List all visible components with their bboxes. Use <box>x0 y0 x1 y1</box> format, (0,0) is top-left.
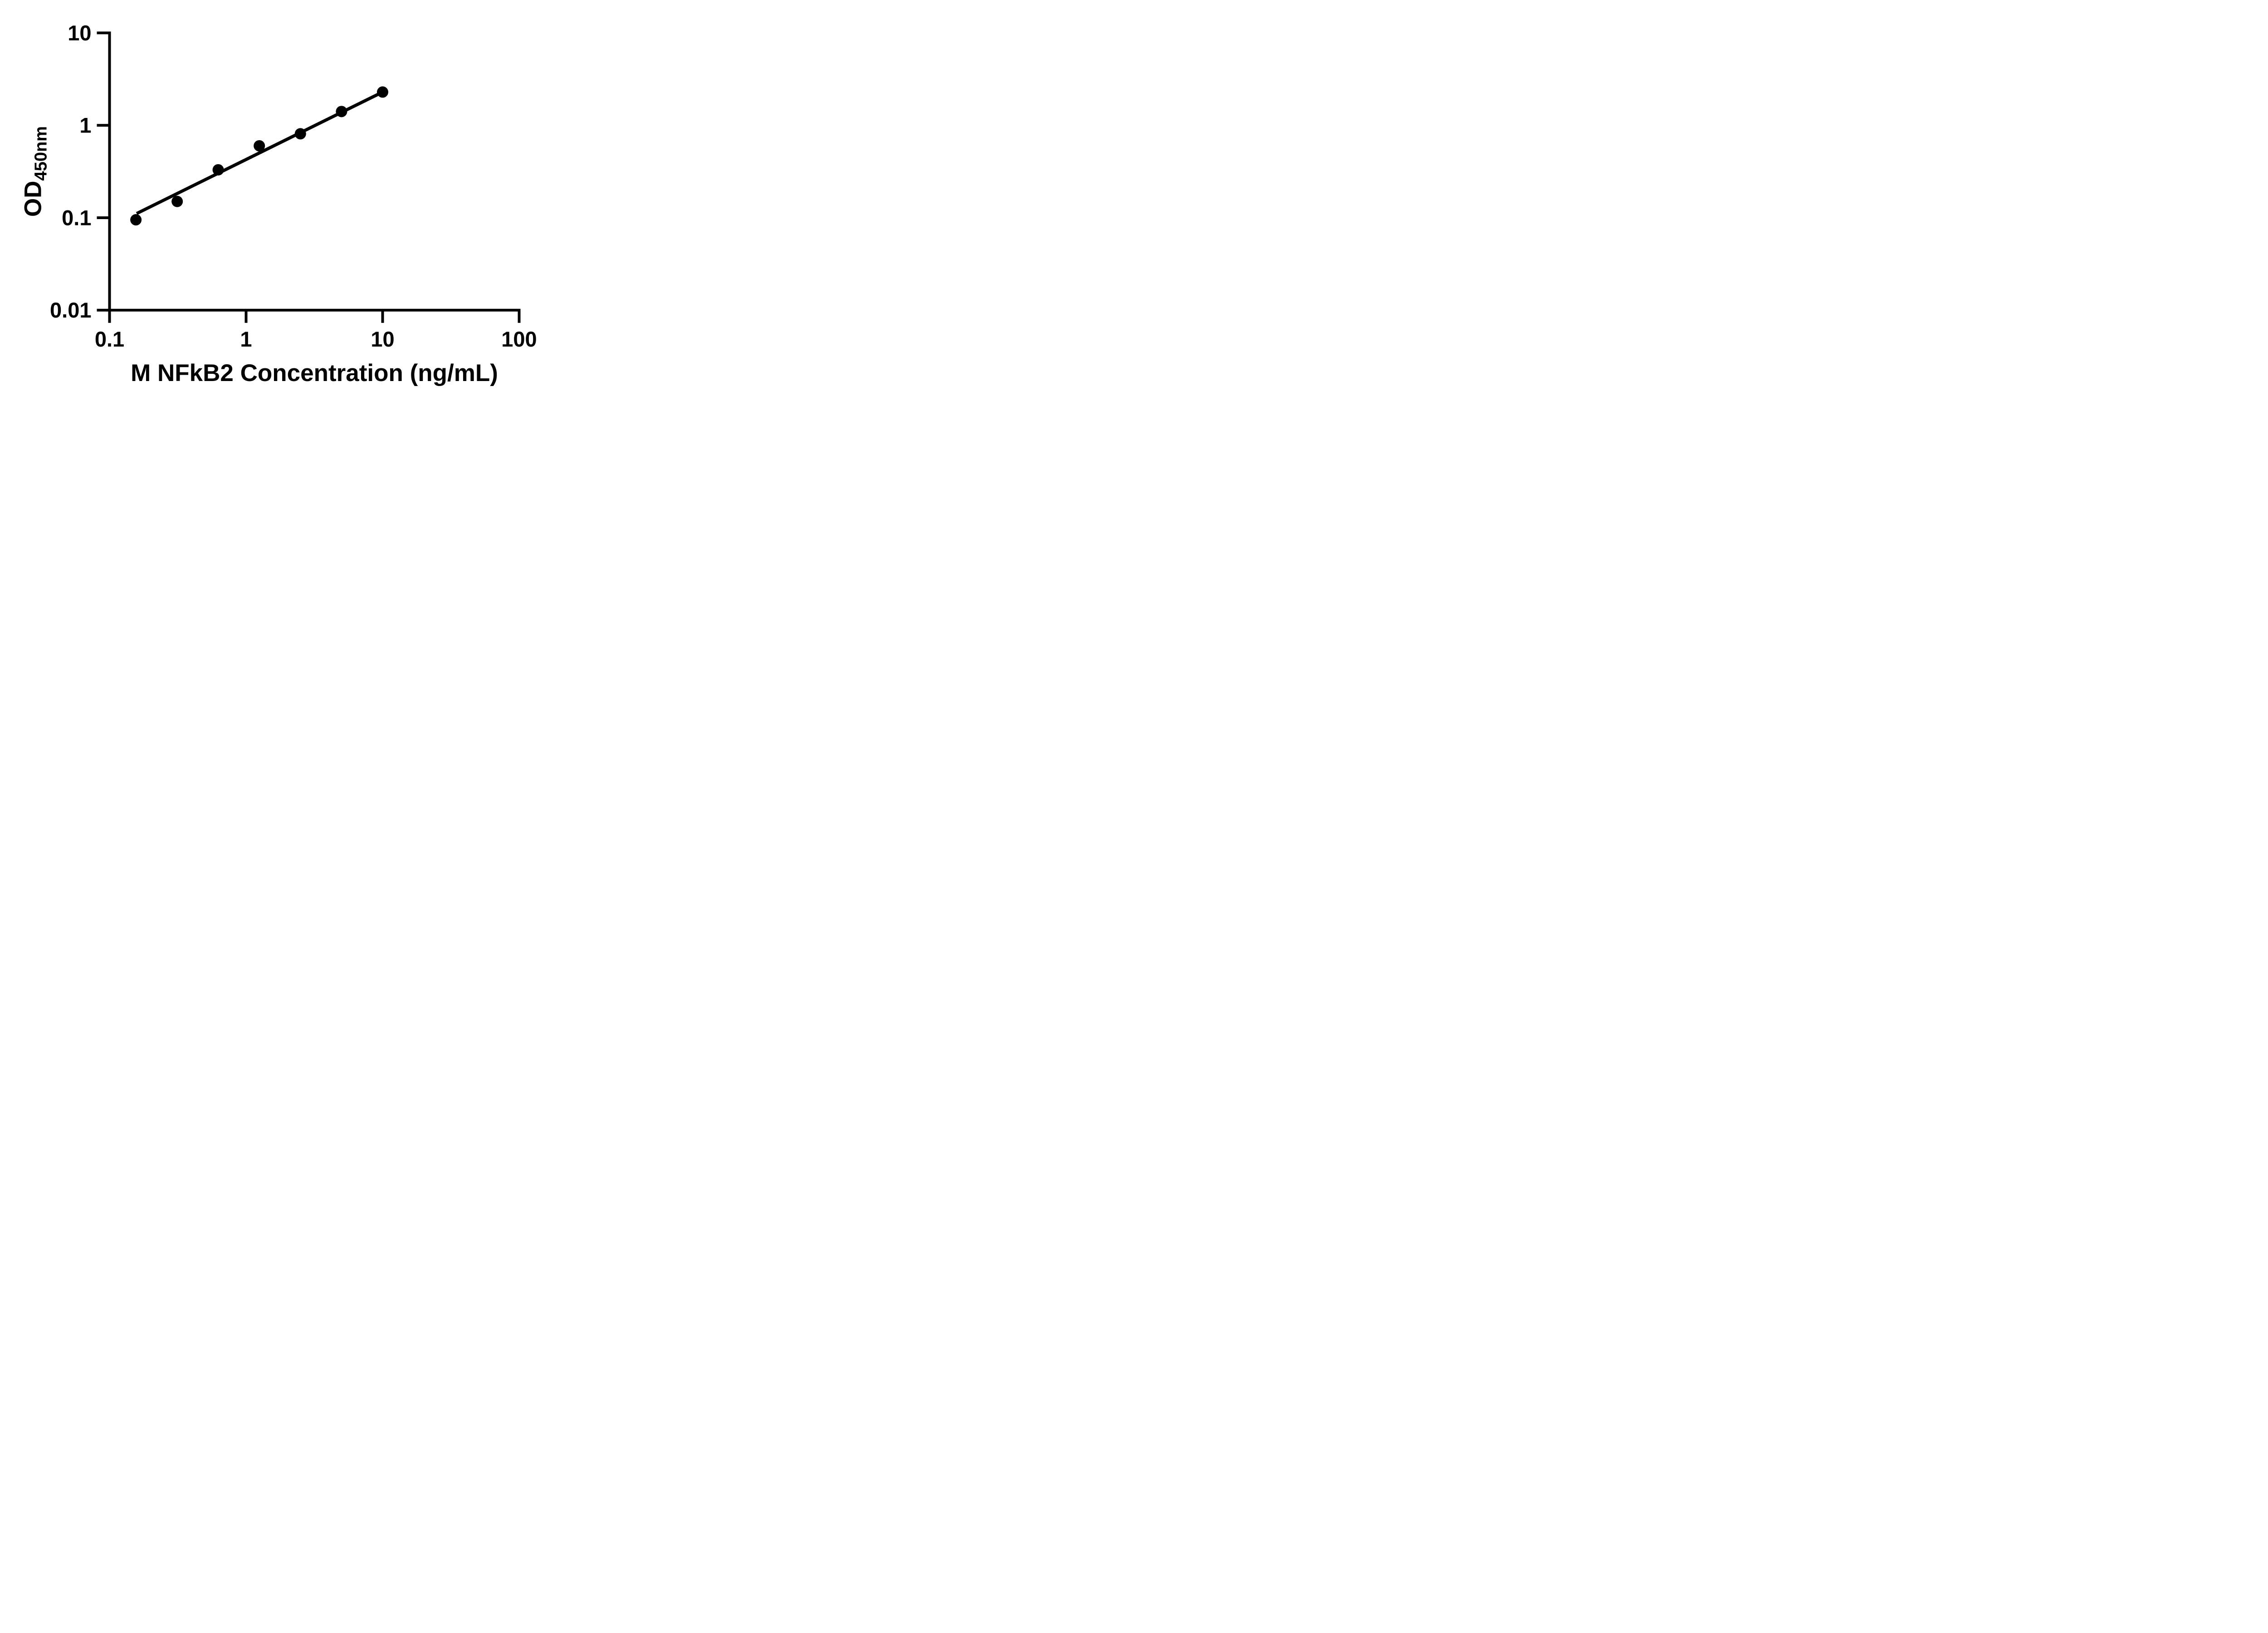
data-point-5 <box>336 106 347 117</box>
x-tick-label-1: 1 <box>240 327 252 351</box>
x-axis-title: M NFkB2 Concentration (ng/mL) <box>109 360 519 386</box>
x-axis-title-text: M NFkB2 Concentration (ng/mL) <box>131 360 498 386</box>
elisa-standard-curve-figure: 0.01 0.1 1 10 0.1 1 10 100 M NFkB2 Concentratio… <box>0 0 581 408</box>
x-tick-label-100: 100 <box>501 327 537 351</box>
x-tick-label-0.1: 0.1 <box>95 327 124 351</box>
data-point-0.156 <box>130 214 142 226</box>
data-point-0.313 <box>171 196 183 207</box>
y-axis-title-text: OD <box>20 181 47 217</box>
y-tick-label-0.01: 0.01 <box>50 298 91 322</box>
data-point-1.25 <box>254 140 265 152</box>
y-tick-label-10: 10 <box>68 21 91 45</box>
data-point-10 <box>377 86 388 98</box>
y-axis-title-subscript: 450nm <box>31 126 51 181</box>
data-point-0.625 <box>212 164 224 176</box>
data-point-2.5 <box>294 128 306 140</box>
y-axis-title: OD450nm <box>20 126 51 217</box>
y-tick-label-0.1: 0.1 <box>62 205 91 230</box>
y-tick-label-1: 1 <box>79 113 91 137</box>
x-tick-label-10: 10 <box>371 327 394 351</box>
